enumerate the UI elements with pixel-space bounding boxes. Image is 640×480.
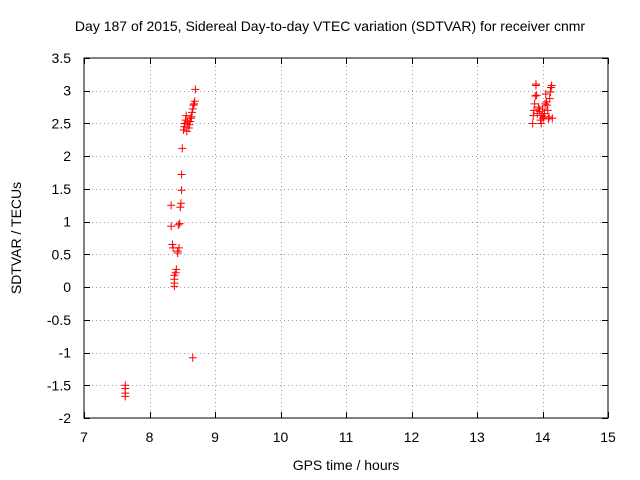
data-point [171,268,180,277]
data-point [170,282,179,291]
plot-frame [83,57,609,419]
x-tick-label: 15 [600,429,616,445]
x-tick-label: 12 [404,429,420,445]
data-point [539,114,548,123]
x-tick-label: 14 [535,429,551,445]
y-tick-label: 3 [63,83,71,99]
data-point [544,114,553,123]
data-point [187,112,196,121]
y-tick-label: 0 [63,279,71,295]
data-point [188,353,197,362]
data-point [182,127,191,136]
x-tick-label: 10 [273,429,289,445]
data-point [530,99,539,108]
data-point [182,111,191,120]
data-point [531,91,540,100]
data-point [191,85,200,94]
data-point [185,120,194,129]
data-point [179,126,188,134]
data-point [174,243,183,252]
data-point [542,97,551,106]
x-tick-label: 8 [146,429,154,445]
data-point [545,94,554,103]
data-point [180,122,189,131]
data-point [531,80,540,89]
data-point [537,119,546,128]
chart-title: Day 187 of 2015, Sidereal Day-to-day VTE… [74,18,586,34]
data-point [172,265,181,274]
data-point [547,83,556,92]
y-axis-label: SDTVAR / TECUs [8,181,24,295]
y-tick-label: 3.5 [52,50,72,66]
data-point [167,222,176,231]
data-point [178,144,187,153]
data-point [528,119,537,128]
data-point [532,91,541,100]
grid-lines [84,58,608,418]
x-tick-labels: 7 8 9 10 11 12 13 14 15 [80,429,616,445]
y-tick-label: 1 [63,214,71,230]
data-point [174,220,183,229]
data-point [188,108,197,117]
data-point [534,103,543,112]
data-points [121,80,557,401]
data-point [548,114,557,123]
y-tick-label: 2.5 [52,115,72,131]
data-point [547,81,556,90]
data-point [529,111,538,120]
y-tick-label: -1 [59,345,72,361]
data-point [176,199,185,208]
data-point [188,105,197,114]
x-tick-label: 7 [80,429,88,445]
data-point [177,186,186,195]
data-point [186,114,195,123]
data-point [175,219,184,228]
y-tick-label: 0.5 [52,246,72,262]
y-tick-label: -0.5 [47,312,71,328]
data-point [541,99,550,108]
data-point [168,240,177,249]
x-tick-label: 11 [339,429,354,445]
data-point [121,392,130,401]
data-point [167,201,176,210]
y-tick-label: -1.5 [47,377,71,393]
data-point [546,88,555,97]
data-point [543,106,552,115]
data-point [540,109,549,118]
data-point [538,105,547,114]
data-point [181,116,190,125]
x-tick-label: 9 [211,429,219,445]
data-point [543,101,552,110]
data-point [184,124,193,133]
x-tick-label: 13 [469,429,485,445]
y-tick-label: 2 [63,148,71,164]
y-tick-labels: -2 -1.5 -1 -0.5 0 0.5 1 1.5 2 2.5 3 3.5 [47,50,71,426]
data-point [541,90,550,98]
data-point [190,97,199,106]
data-point [545,112,554,121]
data-point [529,106,538,115]
data-point [189,101,198,110]
x-axis-label: GPS time / hours [292,457,400,473]
data-point [176,203,185,212]
data-point [186,117,195,126]
y-tick-label: 1.5 [52,181,72,197]
data-point [177,170,186,179]
data-point [173,249,182,258]
y-tick-label: -2 [59,410,72,426]
